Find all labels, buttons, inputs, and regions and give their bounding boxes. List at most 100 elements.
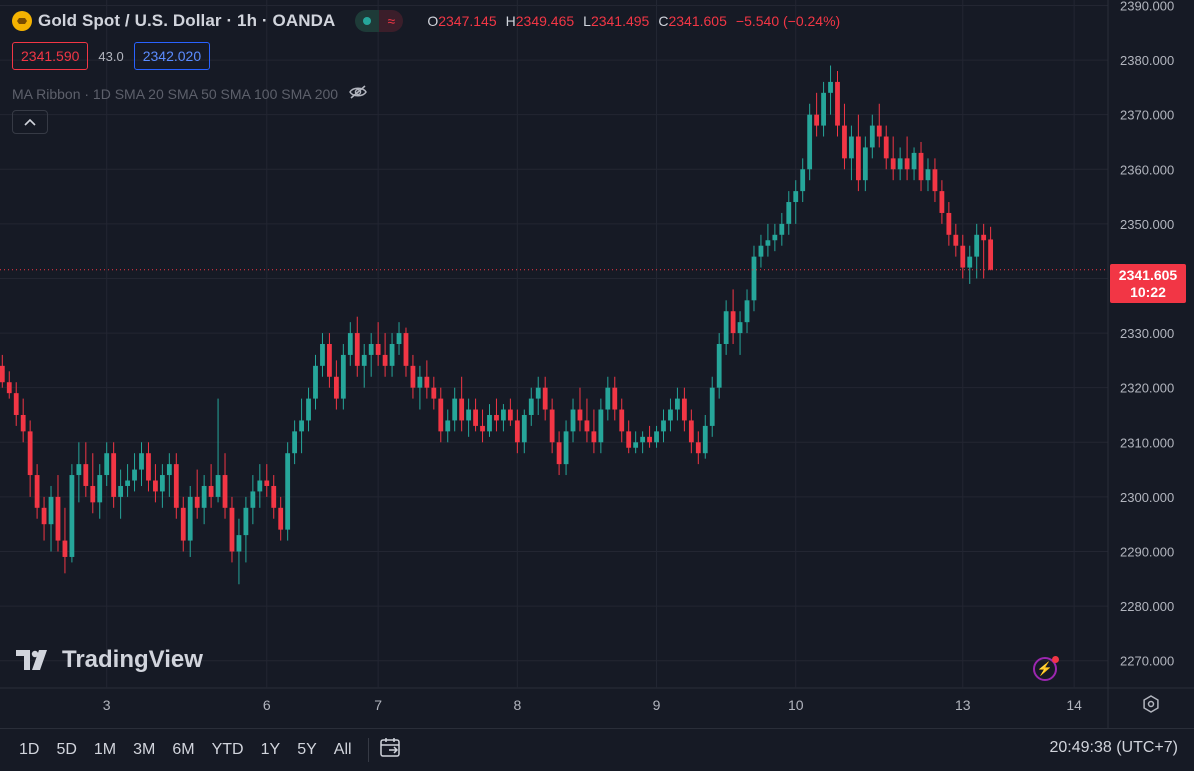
candle <box>83 442 89 497</box>
candle <box>34 464 40 519</box>
candle <box>702 414 708 459</box>
gear-icon[interactable] <box>1141 694 1161 714</box>
y-tick-label: 2300.000 <box>1120 490 1174 505</box>
x-tick-label: 10 <box>788 697 804 713</box>
tradingview-logo[interactable]: TradingView <box>16 646 203 674</box>
sell-button[interactable]: 2341.590 <box>12 42 89 70</box>
candle <box>668 398 673 432</box>
candle-body <box>118 485 124 497</box>
y-tick-label: 2390.000 <box>1120 0 1174 13</box>
candle-body <box>647 436 652 443</box>
clock-readout[interactable]: 20:49:38 (UTC+7) <box>1049 739 1178 756</box>
candle-body <box>779 223 785 235</box>
candle-body <box>675 398 680 410</box>
range-button-5y[interactable]: 5Y <box>297 741 317 758</box>
candle-body <box>661 420 666 432</box>
candle <box>869 114 875 159</box>
candle <box>375 322 381 366</box>
collapse-legend-button[interactable] <box>12 110 48 134</box>
candle-body <box>389 344 395 366</box>
candle <box>640 431 646 454</box>
candle <box>967 245 973 284</box>
candle <box>466 398 472 437</box>
candle <box>570 398 576 443</box>
candle <box>591 409 597 454</box>
candle <box>521 409 527 454</box>
candle-body <box>542 387 548 410</box>
eye-hidden-icon[interactable] <box>348 84 368 103</box>
candle-body <box>62 540 68 557</box>
y-tick-label: 2350.000 <box>1120 217 1174 232</box>
go-to-date-icon[interactable] <box>379 737 403 764</box>
symbol-header[interactable]: Gold Spot / U.S. Dollar · 1h · OANDA ≈ O… <box>12 10 840 32</box>
candle <box>403 327 409 377</box>
indicator-legend[interactable]: MA Ribbon · 1D SMA 20 SMA 50 SMA 100 SMA… <box>12 84 368 103</box>
range-button-6m[interactable]: 6M <box>172 741 195 758</box>
candle-body <box>577 409 583 421</box>
candle-body <box>6 382 12 394</box>
candle-body <box>556 442 562 465</box>
candle-body <box>396 333 402 344</box>
range-button-1m[interactable]: 1M <box>93 741 117 758</box>
candle-body <box>452 398 458 421</box>
candle <box>765 223 771 257</box>
candle <box>946 202 952 246</box>
candle <box>487 404 492 437</box>
candle <box>932 158 938 203</box>
candle <box>180 496 186 552</box>
symbol-title[interactable]: Gold Spot / U.S. Dollar · 1h · OANDA <box>38 11 336 30</box>
candle <box>556 431 562 476</box>
candle <box>577 387 583 432</box>
candle <box>793 180 799 224</box>
last-price-label: 2341.605 <box>1118 266 1178 283</box>
range-button-ytd[interactable]: YTD <box>211 741 244 758</box>
candle <box>271 475 277 519</box>
time-axis[interactable]: 3 6 7 8 9 10 13 14 <box>103 697 1082 713</box>
candle-body <box>514 420 520 443</box>
candle <box>132 453 137 492</box>
buy-button[interactable]: 2342.020 <box>133 42 211 70</box>
range-button-1d[interactable]: 1D <box>19 741 40 758</box>
candle <box>723 300 729 355</box>
market-status-pill[interactable]: ≈ <box>355 10 404 32</box>
candle <box>862 136 868 192</box>
candle-body <box>876 125 882 137</box>
range-button-3m[interactable]: 3M <box>133 741 156 758</box>
candle-body <box>410 365 416 388</box>
candle <box>20 398 26 443</box>
candle-body <box>222 475 228 508</box>
candle-body <box>918 152 924 181</box>
price-axis[interactable]: 2390.000 2380.000 2370.000 2360.000 2350.000… <box>1120 0 1174 669</box>
candle-body <box>821 92 826 126</box>
candle-body <box>723 311 729 344</box>
range-button-1y[interactable]: 1Y <box>260 741 281 758</box>
range-button-5d[interactable]: 5D <box>56 741 77 758</box>
candle-body <box>772 234 778 241</box>
y-tick-label: 2370.000 <box>1120 108 1174 123</box>
candle-body <box>327 344 332 377</box>
candle-body <box>132 469 137 481</box>
x-tick-label: 3 <box>103 697 111 713</box>
candle <box>368 333 374 377</box>
candle <box>612 376 618 421</box>
candle <box>396 322 402 355</box>
range-button-all[interactable]: All <box>333 741 352 758</box>
candle-body <box>146 453 151 481</box>
candle-body <box>473 409 478 426</box>
x-tick-label: 6 <box>263 697 271 713</box>
candle-body <box>159 475 165 492</box>
candle <box>236 518 242 585</box>
candle <box>452 387 458 432</box>
candle-body <box>800 169 806 192</box>
lightning-icon[interactable]: ⚡ <box>1033 656 1059 681</box>
candle-body <box>403 333 409 366</box>
candle <box>229 496 235 563</box>
candle <box>842 103 847 170</box>
candle-body <box>320 344 325 366</box>
candle-body <box>494 414 499 421</box>
candle <box>974 223 980 279</box>
candle-body <box>20 414 26 432</box>
indicator-label: MA Ribbon · 1D SMA 20 SMA 50 SMA 100 SMA… <box>12 85 339 102</box>
bar-countdown: 10:22 <box>1130 283 1166 300</box>
